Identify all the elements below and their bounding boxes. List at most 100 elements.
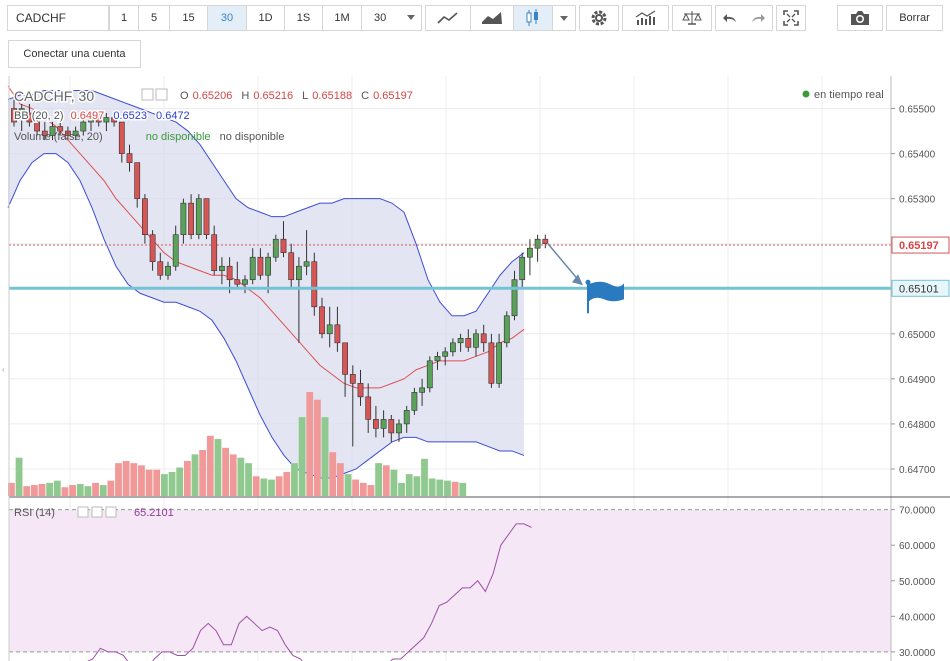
candle	[188, 194, 194, 240]
rsi-tick-label: 40.0000	[899, 612, 936, 623]
candle-body	[134, 162, 141, 199]
volume-bar	[359, 482, 367, 496]
interval-1s-button[interactable]: 1S	[284, 5, 323, 31]
volume-bar	[405, 474, 413, 496]
candle	[388, 414, 395, 442]
candle	[411, 387, 418, 415]
candle-body	[503, 315, 510, 344]
undo-redo-group	[715, 5, 773, 31]
candle-body	[65, 130, 71, 136]
candle	[442, 347, 449, 366]
volume-bars	[8, 392, 467, 496]
candle	[195, 194, 202, 240]
settings-button[interactable]	[579, 5, 619, 31]
chart-type-dropdown[interactable]	[552, 5, 576, 31]
candle-body	[172, 234, 179, 267]
rsi-line	[87, 523, 532, 661]
last-price-box	[891, 236, 950, 254]
volume-bar	[436, 479, 444, 496]
candle-body	[18, 108, 25, 118]
chevron-down-icon	[407, 15, 415, 20]
candle	[41, 122, 48, 141]
interval-1d-button[interactable]: 1D	[246, 5, 285, 31]
candle-body	[280, 238, 287, 254]
candle-body	[195, 198, 202, 235]
rsi-settings-icons[interactable]	[77, 506, 117, 518]
volume-bar	[283, 471, 291, 496]
candlesticks	[11, 99, 549, 447]
volume-bar	[15, 457, 23, 496]
redo-icon[interactable]	[750, 12, 766, 24]
interval-select-value: 30	[374, 12, 387, 24]
volume-bar	[390, 469, 398, 496]
volume-bar	[459, 482, 467, 496]
interval-30-button[interactable]: 30	[207, 5, 247, 31]
candle	[396, 419, 402, 442]
candle	[72, 126, 79, 141]
volume-bar	[336, 463, 344, 496]
symbol-input[interactable]: CADCHF	[7, 5, 109, 31]
area-chart-button[interactable]	[470, 5, 514, 31]
volume-bar	[344, 474, 352, 496]
price-tick-label: 0.65400	[899, 150, 936, 161]
volume-bar	[268, 479, 275, 496]
rsi-tick-label: 50.0000	[899, 577, 936, 588]
candle-body	[249, 256, 256, 281]
candle	[11, 99, 17, 127]
candle-body	[219, 265, 225, 272]
interval-1m-button[interactable]: 1M	[322, 5, 362, 31]
candle-body	[403, 410, 410, 425]
volume-bar	[138, 465, 145, 496]
candle-body	[234, 279, 241, 285]
volume-bar	[329, 452, 337, 496]
fullscreen-icon	[783, 10, 799, 26]
candle-body	[319, 306, 325, 335]
line-chart-button[interactable]	[425, 5, 471, 31]
undo-icon[interactable]	[722, 12, 738, 24]
volume-bar	[8, 482, 15, 496]
candle-body	[188, 202, 194, 235]
interval-select[interactable]: 30	[361, 5, 422, 31]
compare-button[interactable]	[672, 5, 712, 31]
candle-body	[41, 130, 48, 136]
bb-lower-line	[7, 153, 525, 479]
clear-button[interactable]: Borrar	[886, 5, 943, 31]
fullscreen-button[interactable]	[776, 5, 806, 31]
volume-bar	[76, 483, 84, 496]
volume-bar	[451, 481, 459, 496]
snapshot-button[interactable]	[837, 5, 883, 31]
candle	[249, 248, 256, 285]
candle-body	[426, 360, 433, 389]
interval-1-button[interactable]: 1	[109, 5, 139, 31]
connect-account-button[interactable]: Conectar una cuenta	[8, 40, 141, 68]
candle-body	[411, 392, 418, 411]
candle	[426, 356, 433, 393]
volume-bar	[444, 480, 451, 496]
volume-bar	[229, 454, 237, 496]
realtime-dot	[802, 90, 810, 98]
candle	[488, 333, 495, 388]
candle-body	[473, 333, 479, 348]
candle-body	[542, 238, 549, 244]
candle-body	[342, 342, 348, 375]
volume-bar	[176, 467, 184, 496]
price-tick-label: 0.64800	[899, 420, 936, 431]
candle	[34, 113, 40, 136]
volume-bar	[375, 463, 382, 496]
candle	[26, 104, 33, 127]
candle	[242, 275, 248, 294]
candle-body	[380, 419, 387, 429]
volume-bar	[314, 399, 321, 496]
candle-body	[388, 419, 395, 434]
candle	[126, 144, 133, 172]
legend-settings-icons[interactable]	[141, 88, 168, 101]
candle-body	[465, 338, 472, 348]
interval-15-button[interactable]: 15	[169, 5, 208, 31]
volume-bar	[191, 454, 199, 496]
candle	[380, 410, 387, 438]
candle	[511, 270, 518, 321]
indicators-button[interactable]	[622, 5, 669, 31]
interval-5-button[interactable]: 5	[138, 5, 170, 31]
scroll-left-icon: ‹	[2, 365, 5, 374]
